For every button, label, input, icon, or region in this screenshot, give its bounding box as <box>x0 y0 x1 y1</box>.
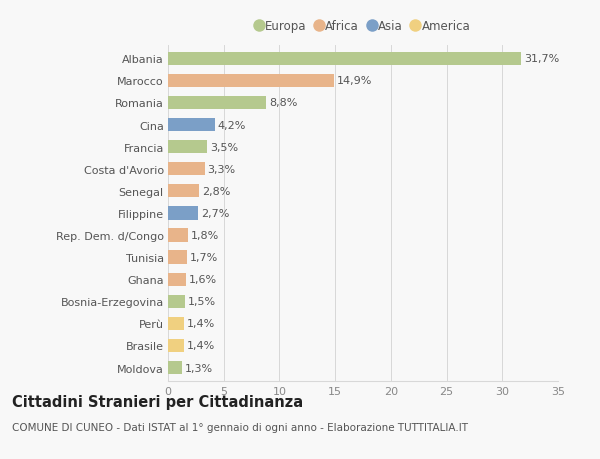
Bar <box>168 52 521 66</box>
Bar <box>168 163 205 176</box>
Text: 31,7%: 31,7% <box>524 54 559 64</box>
Bar <box>168 295 185 308</box>
Bar <box>168 273 186 286</box>
Text: 1,8%: 1,8% <box>191 230 219 241</box>
Bar <box>168 118 215 132</box>
Text: 1,6%: 1,6% <box>188 274 217 285</box>
Bar <box>168 229 188 242</box>
Text: 1,7%: 1,7% <box>190 252 218 263</box>
Bar <box>168 339 184 353</box>
Text: 14,9%: 14,9% <box>337 76 372 86</box>
Text: 4,2%: 4,2% <box>218 120 246 130</box>
Text: 8,8%: 8,8% <box>269 98 297 108</box>
Bar <box>168 317 184 330</box>
Text: 3,5%: 3,5% <box>210 142 238 152</box>
Bar <box>168 361 182 375</box>
Text: 1,4%: 1,4% <box>187 319 215 329</box>
Bar <box>168 141 207 154</box>
Text: COMUNE DI CUNEO - Dati ISTAT al 1° gennaio di ogni anno - Elaborazione TUTTITALI: COMUNE DI CUNEO - Dati ISTAT al 1° genna… <box>12 423 468 432</box>
Bar <box>168 251 187 264</box>
Text: 1,3%: 1,3% <box>185 363 214 373</box>
Text: Cittadini Stranieri per Cittadinanza: Cittadini Stranieri per Cittadinanza <box>12 394 303 409</box>
Bar <box>168 74 334 88</box>
Bar <box>168 185 199 198</box>
Text: 3,3%: 3,3% <box>208 164 236 174</box>
Bar <box>168 96 266 110</box>
Text: 2,7%: 2,7% <box>201 208 229 218</box>
Bar <box>168 207 198 220</box>
Text: 1,4%: 1,4% <box>187 341 215 351</box>
Text: 2,8%: 2,8% <box>202 186 230 196</box>
Legend: Europa, Africa, Asia, America: Europa, Africa, Asia, America <box>256 20 470 34</box>
Text: 1,5%: 1,5% <box>188 297 215 307</box>
